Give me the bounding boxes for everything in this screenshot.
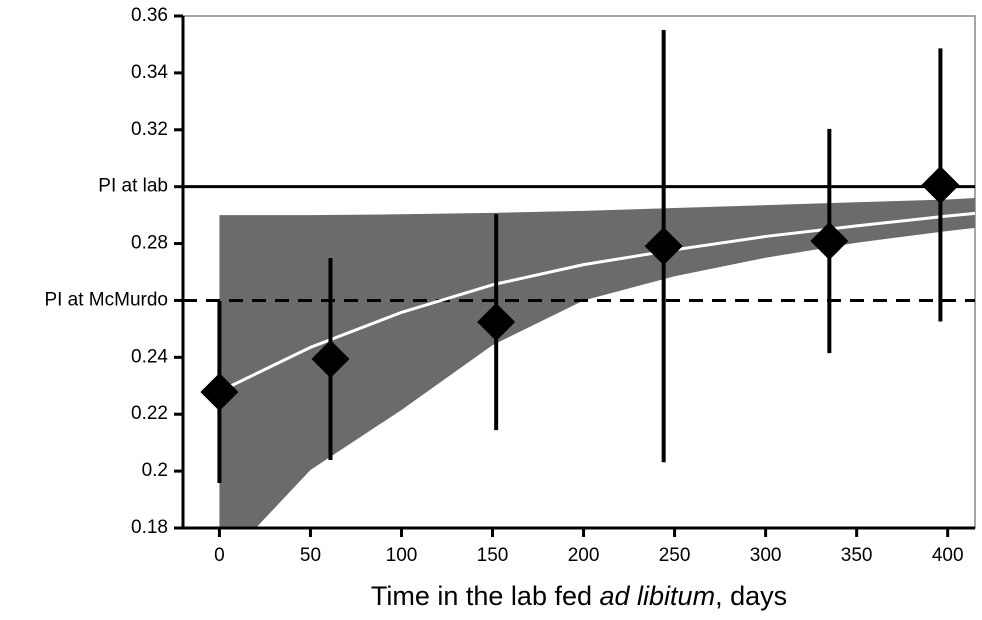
x-label-part: ad libitum (600, 581, 716, 611)
fit-curve (218, 211, 975, 393)
x-tick-label: 350 (841, 545, 873, 566)
data-point (477, 303, 516, 342)
y-tick-label: 0.32 (131, 119, 168, 140)
data-point (311, 340, 350, 379)
x-tick-label: 50 (300, 545, 321, 566)
x-tick-label: 300 (750, 545, 782, 566)
x-label-part: , days (715, 581, 787, 611)
y-tick-label: 0.36 (131, 5, 168, 26)
data-point (200, 373, 239, 412)
data-point (644, 227, 683, 266)
data-point (810, 221, 849, 260)
x-label-part: Time in the lab fed (371, 581, 600, 611)
x-tick-label: 400 (932, 545, 964, 566)
x-tick-label: 150 (477, 545, 509, 566)
y-tick-label: 0.24 (131, 346, 168, 367)
y-tick-label: PI at lab (98, 176, 168, 197)
y-tick-label: 0.34 (131, 62, 168, 83)
x-tick-label: 250 (659, 545, 691, 566)
x-tick-label: 0 (214, 545, 225, 566)
confidence-band (219, 198, 975, 528)
x-tick-label: 100 (386, 545, 418, 566)
y-tick-label: 0.22 (131, 403, 168, 424)
y-tick-label: PI at McMurdo (44, 289, 168, 310)
data-point (921, 165, 960, 204)
y-tick-label: 0.28 (131, 233, 168, 254)
y-tick-label: 0.18 (131, 517, 168, 538)
y-tick-label: 0.2 (142, 460, 168, 481)
x-axis-label: Time in the lab fed ad libitum, days (371, 581, 787, 611)
plot-area (183, 29, 975, 528)
x-tick-label: 200 (568, 545, 600, 566)
